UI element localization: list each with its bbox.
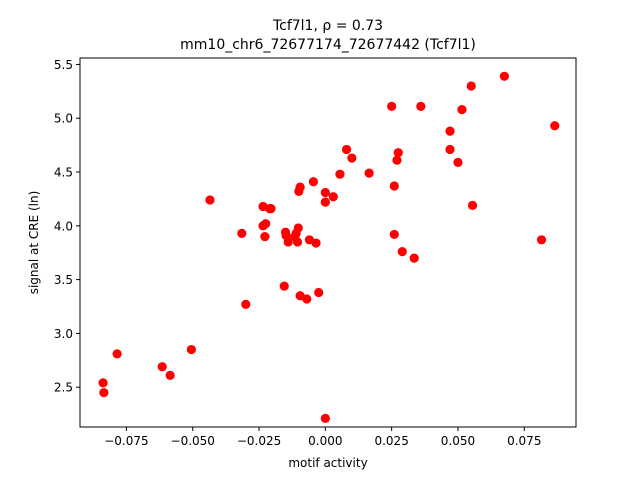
data-point — [416, 101, 426, 112]
data-point — [341, 144, 352, 155]
data-point — [314, 287, 324, 298]
data-point — [241, 299, 251, 309]
data-point — [328, 192, 338, 202]
data-point — [205, 195, 215, 205]
data-point — [536, 235, 547, 245]
data-point — [457, 105, 467, 115]
data-point — [335, 169, 345, 179]
data-point — [445, 126, 455, 136]
data-point — [453, 157, 463, 167]
data-point — [466, 81, 476, 91]
axes-frame — [79, 57, 577, 428]
data-point — [467, 200, 478, 210]
y-tick-label: 4.5 — [54, 166, 73, 180]
x-tick-label: 0.000 — [308, 434, 342, 448]
x-tick-label: 0.050 — [441, 434, 475, 448]
data-point — [397, 247, 407, 257]
data-point — [409, 253, 419, 263]
data-point — [364, 168, 374, 178]
data-point — [260, 231, 270, 242]
data-point — [266, 204, 276, 214]
data-point — [320, 197, 330, 207]
y-tick-label: 5.0 — [54, 112, 73, 126]
chart-title-line-2: mm10_chr6_72677174_72677442 (Tcf7l1) — [180, 37, 476, 53]
data-point — [165, 370, 175, 380]
y-axis-ticks: 2.5 3.0 3.5 4.0 4.5 5.0 5.5 — [54, 58, 80, 395]
data-point — [261, 219, 271, 229]
data-point — [389, 181, 399, 191]
data-point — [445, 144, 455, 155]
x-axis-label: motif activity — [288, 456, 367, 470]
data-point — [237, 228, 247, 238]
y-tick-label: 2.5 — [54, 381, 73, 395]
data-point — [387, 101, 397, 112]
data-point — [302, 294, 312, 304]
data-points — [98, 71, 560, 423]
x-axis-ticks: −0.075 −0.050 −0.025 0.000 0.025 0.050 0.075 — [104, 427, 541, 448]
chart-title-line-1: Tcf7l1, ρ = 0.73 — [272, 18, 383, 34]
y-tick-label: 4.0 — [54, 219, 73, 233]
x-tick-label: −0.075 — [104, 434, 148, 448]
data-point — [389, 229, 399, 240]
y-tick-label: 3.5 — [54, 273, 73, 287]
data-point — [283, 237, 293, 247]
data-point — [308, 177, 319, 187]
data-point — [347, 153, 357, 163]
data-point — [293, 223, 303, 233]
data-point — [499, 71, 509, 81]
data-point — [392, 155, 402, 165]
data-point — [112, 349, 122, 359]
data-point — [311, 238, 321, 248]
y-axis-label: signal at CRE (ln) — [27, 191, 41, 295]
data-point — [186, 344, 196, 355]
x-tick-label: −0.050 — [171, 434, 215, 448]
data-point — [157, 362, 167, 372]
data-point — [393, 148, 403, 158]
data-point — [550, 121, 560, 131]
x-tick-label: 0.025 — [374, 434, 408, 448]
data-point — [279, 281, 289, 291]
y-tick-label: 3.0 — [54, 327, 73, 341]
x-tick-label: 0.075 — [507, 434, 541, 448]
data-point — [320, 187, 330, 198]
data-point — [99, 387, 109, 398]
data-point — [292, 237, 303, 247]
data-point — [320, 413, 330, 423]
data-point — [98, 378, 108, 388]
data-point — [295, 182, 305, 192]
y-tick-label: 5.5 — [54, 58, 73, 72]
x-tick-label: −0.025 — [237, 434, 281, 448]
